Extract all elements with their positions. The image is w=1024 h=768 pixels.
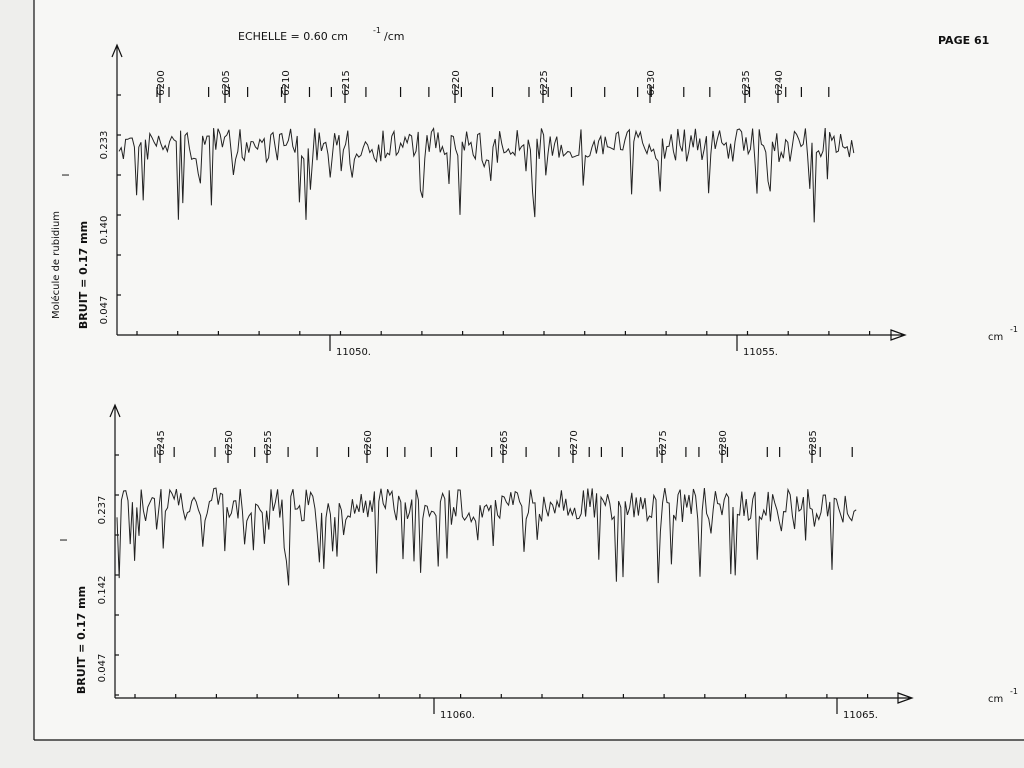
- line-number: 6210: [281, 70, 292, 95]
- line-number: 6250: [224, 430, 235, 455]
- line-number: 6225: [539, 70, 550, 95]
- intensity-symbol: I: [59, 539, 70, 542]
- line-number: 6205: [221, 70, 232, 95]
- line-number: 6240: [774, 70, 785, 95]
- line-number: 6280: [718, 430, 729, 455]
- scale-exponent: -1: [373, 26, 381, 35]
- line-number: 6200: [156, 70, 167, 95]
- line-number: 6235: [741, 70, 752, 95]
- x-tick-label: 11065.: [843, 710, 878, 721]
- y-axis: [109, 403, 121, 698]
- x-tick-label: 11055.: [743, 347, 778, 358]
- noise-label: BRUIT = 0.17 mm: [77, 221, 90, 329]
- x-axis: [117, 329, 907, 341]
- molecule-label: Molécule de rubidium: [50, 211, 62, 319]
- line-number: 6275: [658, 430, 669, 455]
- line-number: 6245: [156, 430, 167, 455]
- line-number: 6285: [808, 430, 819, 455]
- sheet: [34, 0, 1024, 740]
- line-number: 6270: [569, 430, 580, 455]
- line-number: 6255: [263, 430, 274, 455]
- y-tick-label: 0.233: [99, 131, 110, 160]
- y-tick-label: 0.142: [97, 576, 108, 605]
- x-axis: [115, 692, 914, 704]
- unit-label: cm: [988, 694, 1003, 705]
- line-number: 6230: [646, 70, 657, 95]
- spectrum-trace: [118, 127, 855, 223]
- scale-label: ECHELLE = 0.60 cm: [238, 30, 348, 43]
- y-tick-label: 0.047: [97, 654, 108, 683]
- y-tick-label: 0.237: [97, 496, 108, 525]
- line-number: 6265: [499, 430, 510, 455]
- scale-unit: /cm: [384, 30, 404, 43]
- line-number: 6220: [451, 70, 462, 95]
- y-axis: [111, 43, 123, 335]
- unit-exponent: -1: [1010, 687, 1018, 696]
- x-tick-label: 11060.: [440, 710, 475, 721]
- page-number: PAGE 61: [938, 34, 989, 47]
- noise-label: BRUIT = 0.17 mm: [75, 586, 88, 694]
- x-tick-label: 11050.: [336, 347, 371, 358]
- line-number: 6215: [341, 70, 352, 95]
- unit-label: cm: [988, 332, 1003, 343]
- y-tick-label: 0.140: [99, 216, 110, 245]
- y-tick-label: 0.047: [99, 296, 110, 325]
- intensity-symbol: I: [61, 174, 72, 177]
- unit-exponent: -1: [1010, 325, 1018, 334]
- spectrum-trace: [116, 487, 857, 586]
- line-number: 6260: [363, 430, 374, 455]
